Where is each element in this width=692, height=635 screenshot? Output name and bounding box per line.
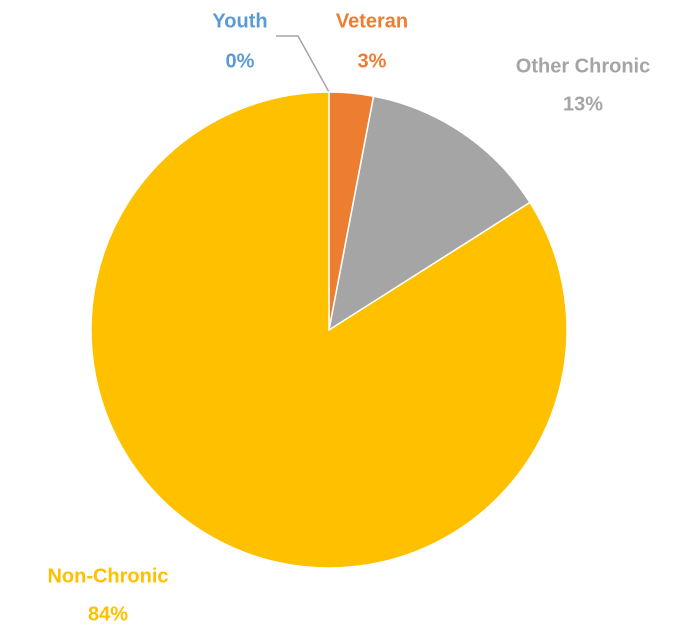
slice-label: Youth: [212, 10, 267, 32]
pie-slice: [327, 95, 531, 332]
slice-value-label: 84%: [88, 603, 128, 625]
leader-line: [276, 35, 330, 93]
slice-value-label: 0%: [226, 50, 255, 72]
slice-value-label: 13%: [563, 93, 603, 115]
slice-label: Non-Chronic: [47, 565, 168, 587]
slice-label: Veteran: [336, 10, 408, 32]
slice-label: Other Chronic: [516, 55, 650, 77]
pie-slice: [90, 91, 568, 569]
slice-value-label: 3%: [358, 50, 387, 72]
